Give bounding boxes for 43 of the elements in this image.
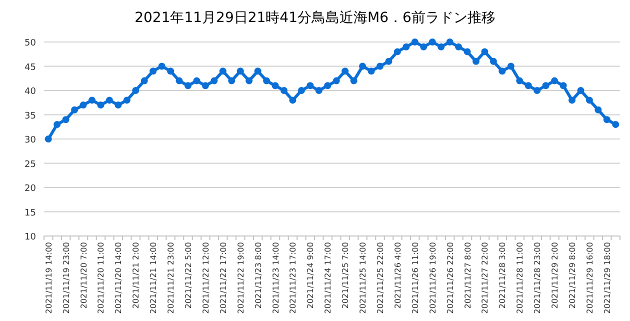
x-tick-label: 2021/11/21 2:00	[132, 242, 141, 309]
x-tick-label: 2021/11/26 11:00	[410, 242, 420, 314]
x-tick-label: 2021/11/25 14:00	[358, 242, 368, 314]
x-tick-label: 2021/11/19 23:00	[62, 242, 71, 314]
chart-title: 2021年11月29日21時41分鳥島近海M6．6前ラドン推移	[134, 10, 496, 26]
x-tick-label: 2021/11/20 11:00	[96, 242, 106, 314]
x-tick-label: 2021/11/29 16:00	[585, 242, 594, 314]
x-tick-label: 2021/11/24 9:00	[306, 242, 316, 309]
x-tick-label: 2021/11/25 7:00	[341, 242, 350, 309]
x-tick-label: 2021/11/23 17:00	[288, 242, 298, 314]
x-tick-label: 2021/11/28 23:00	[533, 242, 542, 314]
x-tick-label: 2021/11/28 11:00	[516, 242, 525, 314]
x-tick-label: 2021/11/21 14:00	[149, 242, 158, 314]
x-tick-label: 2021/11/26 4:00	[393, 242, 402, 309]
x-tick-label: 2021/11/26 22:00	[446, 242, 455, 314]
x-tick-label: 2021/11/26 19:00	[428, 242, 438, 314]
x-tick-label: 2021/11/27 22:00	[480, 242, 490, 314]
x-tick-label: 2021/11/29 18:00	[602, 242, 612, 314]
x-tick-label: 2021/11/27 8:00	[463, 242, 472, 309]
y-tick-label: 20	[24, 184, 36, 194]
y-tick-label: 35	[24, 111, 36, 122]
y-tick-label: 40	[24, 87, 36, 97]
y-tick-label: 10	[24, 232, 36, 242]
x-tick-label: 2021/11/22 5:00	[184, 242, 193, 309]
x-tick-label: 2021/11/23 8:00	[254, 242, 263, 309]
x-tick-label: 2021/11/22 17:00	[218, 242, 228, 314]
x-tick-label: 2021/11/24 17:00	[324, 242, 333, 314]
x-tick-label: 2021/11/21 23:00	[166, 242, 176, 314]
y-tick-label: 30	[24, 136, 36, 146]
y-tick-label: 25	[24, 160, 36, 170]
x-tick-label: 2021/11/20 14:00	[114, 242, 124, 314]
x-tick-label: 2021/11/22 19:00	[236, 242, 246, 314]
y-tick-label: 50	[24, 38, 36, 48]
x-tick-label: 2021/11/23 14:00	[271, 242, 280, 314]
x-tick-label: 2021/11/22 12:00	[201, 242, 210, 314]
x-tick-label: 2021/11/20 7:00	[79, 242, 88, 309]
x-tick-label: 2021/11/28 3:00	[498, 242, 508, 309]
x-tick-label: 2021/11/25 22:00	[376, 242, 385, 314]
x-tick-label: 2021/11/29 8:00	[568, 242, 577, 309]
x-tick-label: 2021/11/29 2:00	[550, 242, 560, 309]
y-tick-label: 45	[24, 62, 36, 73]
x-tick-label: 2021/11/19 14:00	[44, 242, 54, 314]
y-tick-label: 15	[24, 208, 36, 218]
